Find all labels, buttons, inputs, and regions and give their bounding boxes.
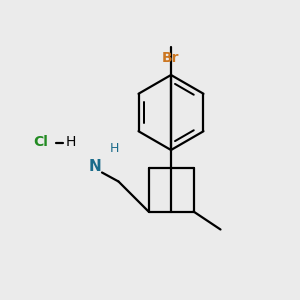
Text: Br: Br [162, 51, 180, 65]
Text: N: N [88, 159, 101, 174]
Text: H: H [109, 142, 119, 155]
Text: H: H [65, 136, 76, 149]
Text: Cl: Cl [33, 136, 48, 149]
